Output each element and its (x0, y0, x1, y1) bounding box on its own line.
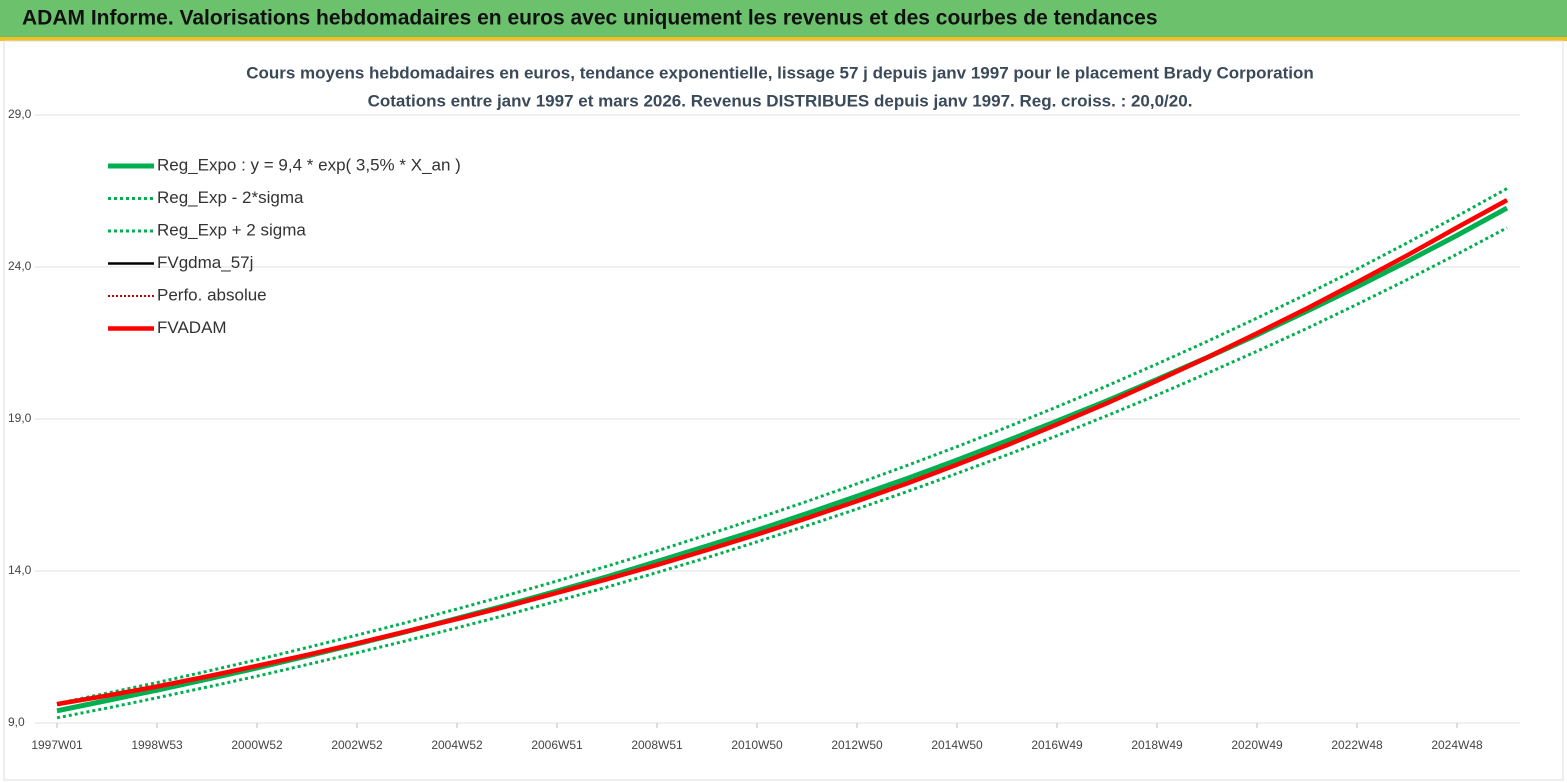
legend-label: FVADAM (157, 318, 227, 337)
legend-label: Reg_Exp + 2 sigma (157, 220, 306, 239)
x-tick-label: 1998W53 (131, 738, 183, 752)
y-tick-label: 24,0 (8, 259, 32, 273)
x-tick-label: 2024W48 (1431, 738, 1483, 752)
x-tick-label: 2004W52 (431, 738, 483, 752)
x-tick-label: 2006W51 (531, 738, 583, 752)
x-tick-label: 2002W52 (331, 738, 383, 752)
x-tick-label: 2008W51 (631, 738, 683, 752)
x-tick-label: 2016W49 (1031, 738, 1083, 752)
series-line (56, 226, 1508, 720)
chart-title: Cours moyens hebdomadaires en euros, ten… (246, 63, 1314, 82)
y-tick-label: 9,0 (8, 715, 25, 729)
legend-label: Reg_Expo : y = 9,4 * exp( 3,5% * X_an ) (157, 155, 461, 174)
legend-label: FVgdma_57j (157, 253, 253, 272)
x-tick-label: 2000W52 (231, 738, 283, 752)
y-tick-label: 14,0 (8, 563, 32, 577)
y-tick-label: 29,0 (8, 107, 32, 121)
y-tick-label: 19,0 (8, 411, 32, 425)
header-accent (0, 37, 1567, 41)
x-tick-label: 2018W49 (1131, 738, 1183, 752)
x-tick-label: 1997W01 (31, 738, 83, 752)
x-tick-label: 2022W48 (1331, 738, 1383, 752)
chart-subtitle: Cotations entre janv 1997 et mars 2026. … (368, 91, 1193, 110)
x-tick-label: 2014W50 (931, 738, 983, 752)
legend-label: Reg_Exp - 2*sigma (157, 188, 304, 207)
series-line (56, 187, 1508, 706)
header-bar (0, 0, 1567, 37)
series-line (56, 198, 1509, 707)
x-tick-label: 2010W50 (731, 738, 783, 752)
page-title: ADAM Informe. Valorisations hebdomadaire… (22, 7, 1158, 30)
x-tick-label: 2012W50 (831, 738, 883, 752)
x-tick-label: 2020W49 (1231, 738, 1283, 752)
legend-label: Perfo. absolue (157, 285, 267, 304)
